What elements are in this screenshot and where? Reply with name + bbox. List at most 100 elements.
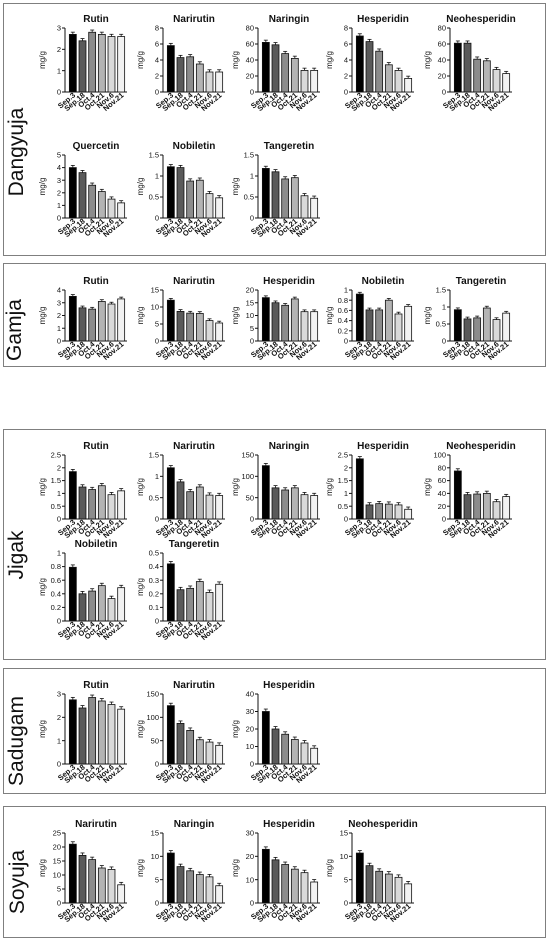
bar-oct-4 [473, 317, 482, 342]
bar-nov-21 [117, 708, 126, 765]
y-axis-label: mg/g [38, 720, 47, 738]
bar-sep-3 [166, 852, 175, 904]
chart-dangyuja-nobiletin: Nobiletinmg/g00.511.5Sep.3Sep.18Oct.4Oct… [136, 141, 225, 239]
y-tick-label: 150 [241, 451, 254, 460]
bar-nov-6 [492, 69, 501, 93]
y-tick-label: 1 [344, 286, 348, 295]
y-tick-label: 2.5 [338, 451, 348, 460]
bar-nov-21 [310, 70, 319, 93]
y-axis-label: mg/g [38, 578, 47, 596]
bar-nov-6 [300, 311, 309, 342]
bar-nov-21 [502, 496, 511, 520]
y-axis-label: mg/g [325, 859, 334, 877]
bar-sep-3 [355, 293, 364, 342]
y-axis-label: mg/g [423, 478, 432, 496]
bar-oct-21 [195, 486, 204, 520]
bar-sep-3 [355, 35, 364, 93]
y-axis-label: mg/g [423, 51, 432, 69]
y-tick-label: 0 [344, 515, 348, 524]
y-tick-label: 0 [250, 88, 254, 97]
chart-jigak-tangeretin: Tangeretinmg/g00.10.20.30.40.5Sep.3Sep.1… [136, 539, 225, 642]
bar-oct-4 [186, 491, 195, 520]
bar-oct-21 [195, 739, 204, 765]
bar-nov-21 [215, 885, 224, 904]
bar-nov-6 [394, 70, 403, 93]
y-tick-label: 50 [151, 736, 159, 745]
bar-nov-21 [215, 495, 224, 520]
bar-sep-3 [355, 852, 364, 904]
bar-oct-21 [290, 487, 299, 520]
bar-sep-3 [166, 299, 175, 342]
y-tick-label: 150 [146, 690, 159, 699]
bar-sep-18 [78, 40, 87, 93]
y-tick-label: 1 [57, 736, 61, 745]
y-tick-label: 0.8 [338, 296, 348, 305]
chart-jigak-neohesperidin: Neohesperidinmg/g020406080100Sep.3Sep.18… [423, 441, 516, 540]
y-axis-label: mg/g [38, 51, 47, 69]
bar-nov-21 [404, 78, 413, 93]
y-tick-label: 60 [438, 476, 446, 485]
chart-soyuja-naringin: Naringinmg/g051015Sep.3Sep.18Oct.4Oct.21… [136, 819, 225, 924]
y-tick-label: 5 [250, 324, 254, 333]
y-tick-label: 3 [57, 298, 61, 307]
bar-nov-21 [117, 36, 126, 93]
bar-oct-21 [384, 64, 393, 93]
bar-nov-21 [404, 883, 413, 904]
bar-nov-6 [107, 198, 116, 219]
bar-nov-6 [107, 704, 116, 765]
chart-title: Naringin [269, 14, 310, 25]
chart-title: Hesperidin [357, 441, 409, 452]
y-tick-label: 6 [344, 40, 348, 49]
chart-dangyuja-neohesperidin: Neohesperidinmg/g020406080Sep.3Sep.18Oct… [423, 14, 516, 113]
y-tick-label: 1.5 [51, 476, 61, 485]
y-tick-label: 0 [57, 760, 61, 769]
bar-oct-21 [97, 867, 106, 904]
bar-oct-21 [97, 700, 106, 765]
bar-oct-4 [88, 31, 97, 93]
bar-nov-21 [215, 744, 224, 765]
y-tick-label: 0.3 [149, 576, 159, 585]
bar-oct-21 [195, 179, 204, 219]
bar-oct-21 [482, 60, 491, 93]
y-tick-label: 1.5 [149, 151, 159, 160]
bar-sep-3 [166, 45, 175, 93]
y-tick-label: 1.5 [436, 286, 446, 295]
bar-nov-6 [107, 494, 116, 520]
bar-sep-3 [261, 42, 270, 93]
bar-nov-21 [404, 305, 413, 342]
bar-oct-4 [186, 587, 195, 622]
y-tick-label: 0.2 [338, 326, 348, 335]
chart-dangyuja-quercetin: Quercetinmg/g012345Sep.3Sep.18Oct.4Oct.2… [38, 141, 127, 239]
chart-dangyuja-tangeretin: Tangeretinmg/g00.511.5Sep.3Sep.18Oct.4Oc… [231, 141, 320, 239]
y-tick-label: 0 [57, 88, 61, 97]
bar-oct-4 [375, 503, 384, 520]
bar-oct-21 [384, 503, 393, 520]
y-tick-label: 4 [344, 56, 348, 65]
bar-nov-6 [394, 876, 403, 904]
y-tick-label: 1 [442, 303, 446, 312]
y-tick-label: 4 [57, 163, 61, 172]
bar-sep-3 [453, 470, 462, 520]
bar-nov-21 [215, 322, 224, 342]
bar-oct-4 [375, 309, 384, 342]
bar-oct-21 [290, 739, 299, 765]
y-tick-label: 0.4 [338, 316, 348, 325]
y-tick-label: 20 [53, 843, 61, 852]
y-tick-label: 5 [57, 151, 61, 160]
chart-jigak-naringin: Naringinmg/g050100150Sep.3Sep.18Oct.4Oct… [231, 441, 320, 540]
chart-title: Hesperidin [263, 276, 315, 287]
y-tick-label: 2 [57, 713, 61, 722]
bar-oct-4 [281, 864, 290, 904]
bar-sep-3 [261, 168, 270, 219]
chart-sadugam-narirutin: Narirutinmg/g050100150Sep.3Sep.18Oct.4Oc… [136, 680, 225, 785]
y-tick-label: 100 [146, 713, 159, 722]
bar-nov-6 [205, 320, 214, 342]
bar-sep-3 [68, 167, 77, 219]
bar-oct-4 [281, 304, 290, 342]
chart-gamja-hesperidin: Hesperidinmg/g05101520Sep.3Sep.18Oct.4Oc… [231, 276, 320, 362]
bar-sep-3 [355, 458, 364, 520]
y-tick-label: 10 [246, 875, 254, 884]
y-tick-label: 4 [155, 56, 159, 65]
chart-soyuja-neohesperidin: Neohesperidinmg/g051015Sep.3Sep.18Oct.4O… [325, 819, 418, 924]
y-tick-label: 0 [250, 214, 254, 223]
